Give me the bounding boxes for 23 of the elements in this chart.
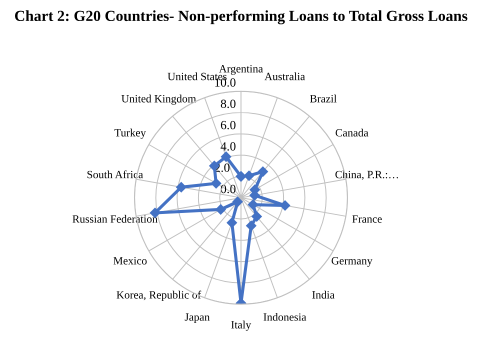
spoke-label: Brazil bbox=[310, 94, 337, 102]
y-tick-label: 8.0 bbox=[220, 100, 236, 108]
chart-title: Chart 2: G20 Countries- Non-performing Loans to Total Gross Loans bbox=[15, 10, 468, 24]
spoke-label: China, P.R.:… bbox=[335, 170, 398, 180]
spoke-label: Argentina bbox=[218, 65, 263, 75]
spoke-label: Indonesia bbox=[264, 312, 306, 321]
spoke-label: France bbox=[352, 215, 382, 223]
spoke-label: Russian Federation bbox=[72, 214, 158, 223]
spoke-label: Germany bbox=[332, 257, 372, 267]
spoke-label: Italy bbox=[231, 320, 252, 331]
spoke-label: Australia bbox=[264, 72, 305, 80]
y-tick-label: 6.0 bbox=[220, 120, 236, 130]
spoke-label: United States bbox=[168, 72, 227, 80]
spoke-label: Canada bbox=[336, 128, 368, 137]
spoke-label: Japan bbox=[184, 313, 210, 324]
spoke-label: Turkey bbox=[114, 128, 146, 139]
spoke-label: Mexico bbox=[114, 257, 147, 265]
spoke-label: South Africa bbox=[87, 170, 144, 178]
spoke-label: United Kingdom bbox=[121, 94, 196, 105]
y-tick-label: 4.0 bbox=[220, 142, 236, 151]
spoke-label: India bbox=[312, 290, 335, 299]
y-tick-label: 10.0 bbox=[215, 78, 236, 87]
y-tick-label: 0.0 bbox=[220, 184, 236, 194]
